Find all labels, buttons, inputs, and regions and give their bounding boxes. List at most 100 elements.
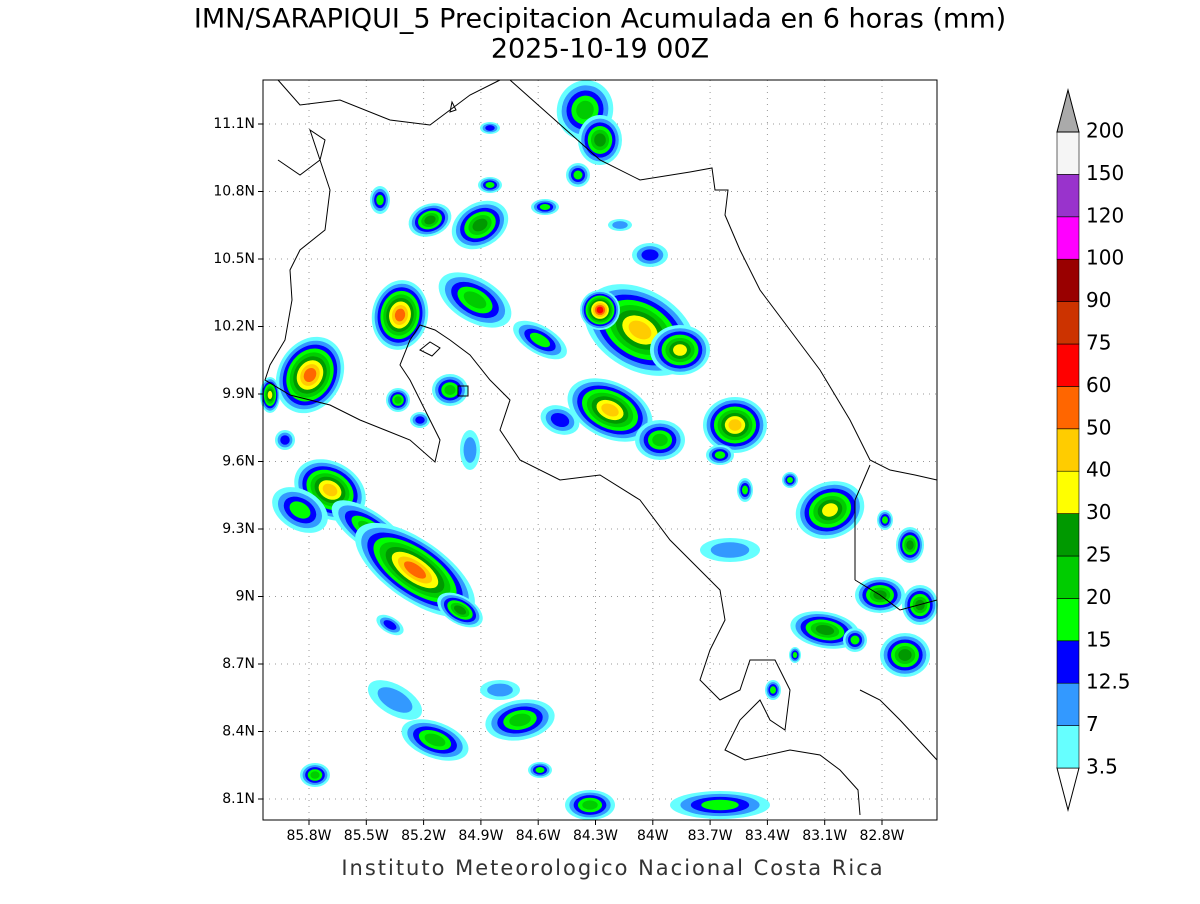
map: 11.1N 10.8N 10.5N 10.2N 9.9N 9.6N 9.3N 9N 8.7N 8.… (213, 79, 938, 844)
rain-contour (415, 416, 425, 424)
islands (419, 100, 469, 397)
rain-contour (601, 403, 619, 417)
colorbar-label: 12.5 (1086, 670, 1131, 694)
caribbean-coast (509, 79, 938, 481)
colorbar-segment (1056, 258, 1080, 302)
rain-contour (394, 308, 406, 322)
rain-contour (576, 100, 594, 120)
rain-contour (280, 435, 290, 445)
coastline (264, 79, 938, 816)
lon-label: 82.8W (859, 828, 904, 844)
rain-contour (673, 344, 687, 356)
rain-contour (701, 799, 739, 811)
colorbar-label: 100 (1086, 246, 1124, 270)
colorbar-label: 30 (1086, 500, 1111, 524)
rain-contour (641, 249, 659, 261)
map-frame (262, 79, 938, 821)
rain-contour (535, 767, 545, 773)
rain-contour (652, 433, 668, 447)
rain-contour (573, 170, 583, 180)
subtitle: 2025-10-19 00Z (491, 34, 709, 65)
lon-label: 83.7W (688, 828, 733, 844)
colorbar-segment (1056, 131, 1080, 175)
border (854, 464, 938, 611)
colorbar-label: 90 (1086, 288, 1111, 312)
rain-contour (815, 625, 835, 635)
rain-contour (322, 483, 338, 497)
rain-contour (453, 605, 467, 615)
precipitation (260, 80, 938, 820)
rain-contour (770, 686, 776, 694)
border (859, 689, 938, 761)
border (277, 79, 501, 126)
lat-label: 9N (236, 589, 255, 605)
lat-label: 9.3N (222, 521, 255, 537)
lat-label: 10.8N (213, 184, 255, 200)
rain-contour (463, 437, 477, 463)
rain-contour (463, 291, 487, 309)
colorbar: 3.5 7 12.5 15 20 25 30 40 50 60 75 90 100 120 150 200 (1056, 88, 1131, 812)
colorbar-segment (1056, 513, 1080, 557)
title: IMN/SARAPIQUI_5 Precipitacion Acumulada … (194, 4, 1006, 35)
lat-label: 9.6N (222, 454, 255, 470)
colorbar-label: 3.5 (1086, 755, 1118, 779)
lon-label: 84.6W (516, 828, 561, 844)
lat-label: 11.1N (213, 116, 255, 132)
rain-contour (485, 125, 495, 131)
colorbar-segment (1056, 174, 1080, 218)
rain-contour (267, 390, 273, 400)
lon-label: 85.8W (286, 828, 331, 844)
colorbar-label: 75 (1086, 331, 1111, 355)
lat-label: 10.2N (213, 319, 255, 335)
colorbar-label: 7 (1086, 712, 1099, 736)
colorbar-segment (1056, 555, 1080, 599)
colorbar-segment (1056, 343, 1080, 387)
lon-label: 84.3W (573, 828, 618, 844)
colorbar-label: 50 (1086, 415, 1111, 439)
colorbar-label: 60 (1086, 373, 1111, 397)
rain-contour (787, 477, 793, 483)
colorbar-label: 200 (1086, 119, 1124, 143)
rain-contour (728, 419, 742, 431)
lon-label: 85.2W (401, 828, 446, 844)
lat-label: 8.7N (222, 656, 255, 672)
rain-contour (509, 713, 531, 727)
colorbar-segment (1056, 682, 1080, 726)
rain-contour (594, 133, 606, 147)
colorbar-segment (1056, 428, 1080, 472)
rain-contour (404, 561, 426, 579)
colorbar-segment (1056, 598, 1080, 642)
lon-label: 83.1W (802, 828, 847, 844)
rain-contour (424, 733, 446, 747)
rain-contour (714, 451, 726, 459)
rain-contour (539, 204, 551, 210)
rain-contour (850, 635, 860, 645)
colorbar-segment (1056, 216, 1080, 260)
rain-contour (529, 332, 551, 348)
lat-label: 10.5N (213, 251, 255, 267)
rain-contour (742, 485, 748, 495)
colorbar-arrow (1056, 88, 1080, 133)
rain-contour (377, 687, 413, 713)
lat-label: 9.9N (222, 386, 255, 402)
rain-contour (898, 649, 912, 661)
rain-contour (596, 306, 604, 314)
colorbar-label: 20 (1086, 585, 1111, 609)
rain-contour (472, 218, 488, 232)
lon-label: 84.9W (458, 828, 503, 844)
colorbar-segment (1056, 470, 1080, 514)
colorbar-label: 25 (1086, 543, 1111, 567)
colorbar-segment (1056, 386, 1080, 430)
lat-label: 8.4N (222, 724, 255, 740)
lat-label: 8.1N (222, 791, 255, 807)
colorbar-segment (1056, 640, 1080, 684)
rain-contour (394, 396, 402, 404)
rain-contour (444, 385, 456, 395)
lon-label: 84W (637, 828, 669, 844)
rain-contour (882, 516, 888, 524)
lon-label: 83.4W (745, 828, 790, 844)
rain-contour (710, 542, 750, 558)
rain-contour (289, 501, 311, 519)
rain-contour (792, 652, 798, 658)
